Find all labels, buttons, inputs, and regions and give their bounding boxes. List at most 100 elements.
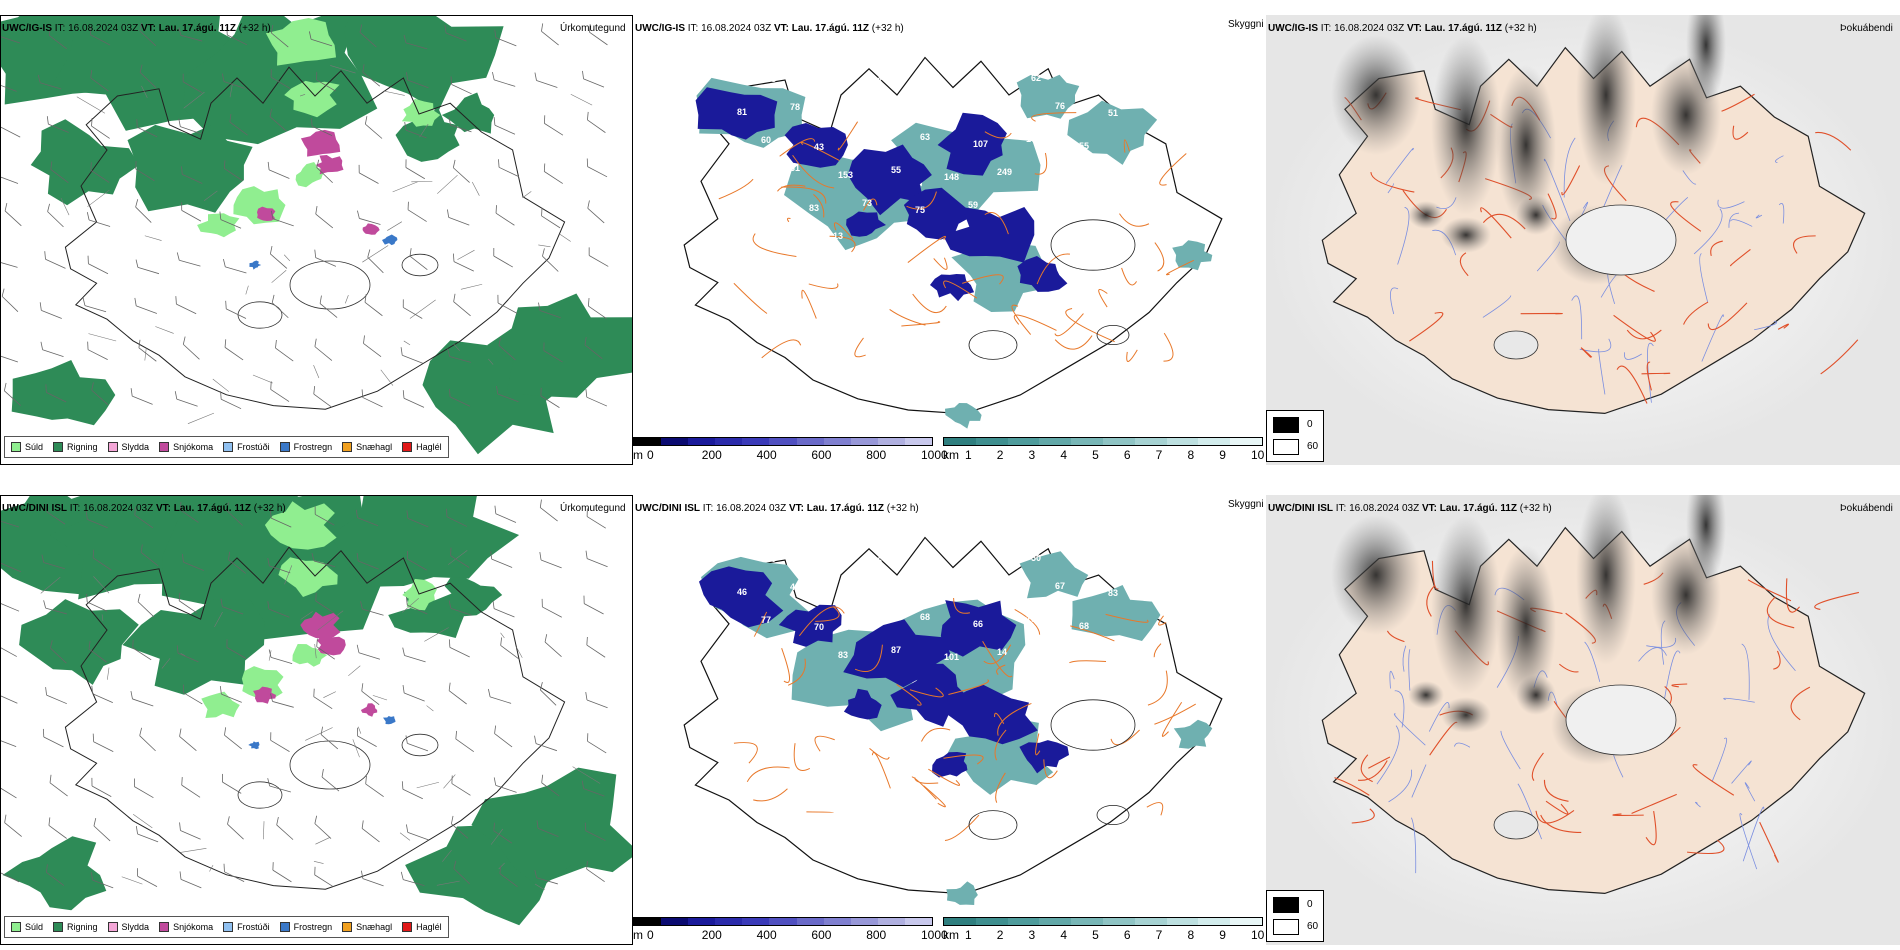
snow-area bbox=[317, 635, 346, 656]
river bbox=[1385, 148, 1414, 184]
road bbox=[948, 679, 990, 695]
wind-barb bbox=[586, 860, 605, 883]
low-visibility-m bbox=[932, 752, 968, 778]
wind-barb bbox=[47, 203, 64, 228]
wind-barb bbox=[182, 684, 203, 705]
legend-swatch bbox=[159, 442, 170, 452]
wind-barb bbox=[267, 778, 291, 793]
colorbar-unit: m bbox=[633, 448, 643, 462]
drizzle-area bbox=[201, 691, 240, 718]
road bbox=[1683, 301, 1709, 325]
colorbar-cell bbox=[1071, 918, 1103, 925]
low-visibility-m bbox=[846, 211, 886, 237]
wind-barb bbox=[543, 342, 563, 363]
legend-swatch bbox=[223, 442, 234, 452]
fog-area bbox=[1331, 35, 1421, 155]
rain-area bbox=[330, 495, 520, 587]
wind-barb bbox=[86, 212, 111, 227]
rain-area bbox=[30, 119, 140, 206]
wind-barb bbox=[182, 336, 200, 360]
road bbox=[837, 121, 859, 151]
legend-label: Súld bbox=[25, 922, 44, 932]
wind-barb bbox=[453, 293, 471, 317]
wind-barb bbox=[541, 23, 559, 46]
wind-barb bbox=[448, 682, 467, 705]
reduced-visibility-km bbox=[946, 881, 978, 905]
panel-param-bottom-fog: Þokuábendi bbox=[1840, 503, 1893, 514]
road bbox=[1070, 625, 1115, 642]
visibility-value-label: 48 bbox=[819, 549, 829, 559]
wind-barb bbox=[224, 339, 244, 361]
road bbox=[1013, 314, 1057, 331]
wind-barb bbox=[453, 860, 470, 885]
road bbox=[733, 282, 768, 314]
road bbox=[1146, 802, 1164, 816]
wind-barb bbox=[181, 202, 202, 222]
road bbox=[1790, 686, 1811, 721]
river bbox=[1693, 208, 1723, 255]
road bbox=[907, 235, 946, 263]
low-visibility-m bbox=[695, 87, 778, 140]
visibility-value-label: 69 bbox=[1074, 202, 1084, 212]
panel-param-top-precip: Úrkomutegund bbox=[560, 23, 626, 34]
glacier-outline bbox=[289, 740, 371, 790]
road bbox=[488, 358, 494, 365]
precip-type-legend: Súld Rigning Slydda Snjókoma Frostúði Frostre… bbox=[4, 436, 449, 458]
colorbar-tick-label: 8 bbox=[1187, 928, 1195, 942]
road bbox=[1732, 125, 1749, 140]
wind-barb bbox=[455, 730, 474, 752]
wind-barb bbox=[46, 503, 66, 525]
wind-barb bbox=[135, 825, 159, 843]
colorbar-cell bbox=[1102, 918, 1135, 925]
wind-barb bbox=[543, 163, 563, 184]
road bbox=[1014, 608, 1041, 635]
colorbar-cell bbox=[1166, 918, 1199, 925]
road bbox=[1613, 314, 1656, 342]
wind-barb bbox=[221, 73, 245, 89]
wind-barb bbox=[584, 336, 603, 359]
glacier-outline bbox=[1050, 219, 1136, 271]
wind-barb bbox=[90, 69, 109, 92]
wind-barb bbox=[0, 786, 17, 799]
glacier-outline bbox=[1096, 324, 1130, 345]
colorbar-tick-label: 5 bbox=[1092, 928, 1099, 942]
river bbox=[1402, 645, 1407, 672]
wind-barb bbox=[178, 592, 198, 614]
wind-barb bbox=[270, 69, 291, 89]
legend-item: Haglél bbox=[402, 922, 442, 932]
rain-area bbox=[344, 15, 504, 112]
colorbar-cell bbox=[1230, 918, 1262, 925]
visibility-value-label: 100 bbox=[1026, 134, 1041, 144]
road bbox=[1334, 777, 1370, 796]
visibility-value-label: 66 bbox=[973, 619, 983, 629]
colorbar-cell bbox=[1102, 438, 1135, 445]
wind-barb bbox=[135, 161, 155, 182]
colorbar-strip bbox=[633, 917, 933, 926]
road bbox=[1535, 809, 1575, 824]
wind-barb bbox=[447, 348, 471, 363]
wind-barb bbox=[311, 553, 336, 568]
glacier-outline bbox=[401, 733, 439, 757]
wind-barb bbox=[0, 693, 18, 704]
low-visibility-m bbox=[903, 187, 975, 240]
wind-barb bbox=[0, 871, 20, 883]
wind-barb bbox=[221, 773, 242, 794]
legend-label: Rigning bbox=[67, 922, 98, 932]
wind-barb bbox=[45, 384, 67, 403]
wind-barb bbox=[220, 391, 242, 410]
wind-barb bbox=[136, 119, 158, 138]
road bbox=[1670, 201, 1702, 232]
colorbar-tick-label: 1 bbox=[965, 928, 972, 942]
wind-barb bbox=[446, 508, 468, 527]
legend-label: Snjókoma bbox=[173, 922, 214, 932]
road bbox=[252, 374, 273, 384]
colorbar-cell bbox=[769, 918, 797, 925]
visibility-value-label: 46 bbox=[737, 587, 747, 597]
visibility-value-label: 50 bbox=[1031, 553, 1041, 563]
fog-low-swatch bbox=[1273, 439, 1299, 455]
visibility-value-label: 78 bbox=[925, 551, 935, 561]
wind-barb bbox=[361, 820, 380, 843]
road bbox=[1069, 660, 1107, 664]
reduced-visibility-km bbox=[1071, 585, 1161, 641]
road bbox=[87, 189, 110, 207]
